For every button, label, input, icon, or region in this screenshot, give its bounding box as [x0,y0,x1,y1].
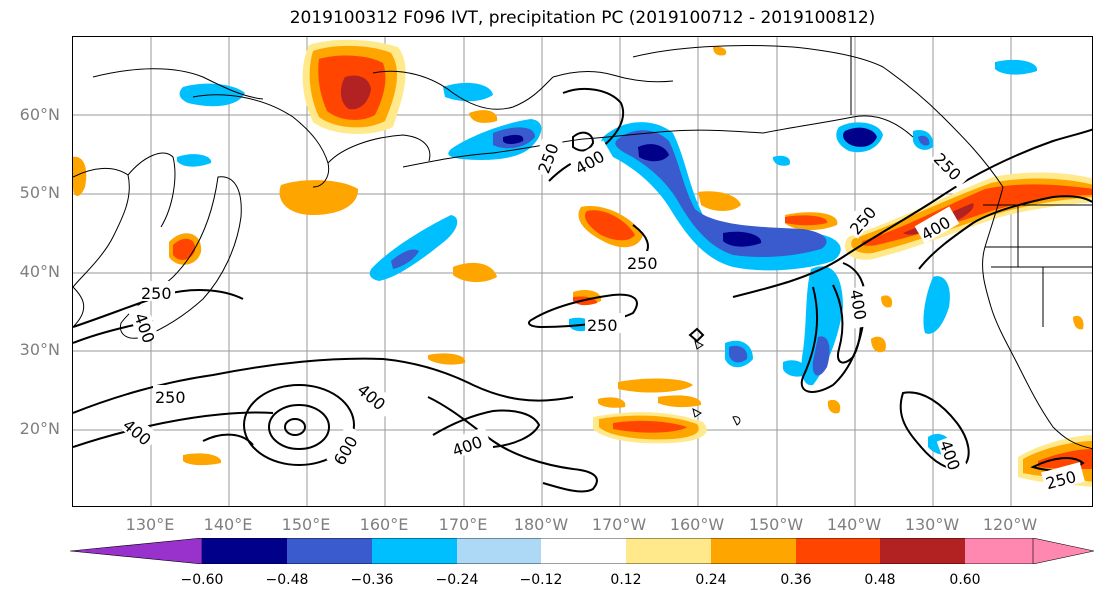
coastlines [73,37,1092,450]
colorbar-segment [202,538,287,564]
colorbar-tick-label: −0.36 [350,572,394,588]
contour-label: 400 [846,288,870,321]
colorbar-tick-label: 0.36 [780,572,812,588]
colorbar-tick-label: −0.24 [435,572,479,588]
colorbar-segment [965,538,1033,564]
precip-negative-regions [177,59,1038,455]
contour-label: 250 [155,388,186,407]
colorbar-segment [796,538,880,564]
colorbar [69,537,1095,565]
colorbar-segment-extend-low [69,537,203,565]
lat-label-20n: 20°N [19,419,60,438]
lat-label-60n: 60°N [19,105,60,124]
lon-label: 150°W [748,515,804,534]
contour-label: 400 [450,432,485,460]
map-panel: 250 400 250 400 400 600 400 250 400 250 … [72,36,1093,507]
map-svg: 250 400 250 400 400 600 400 250 400 250 … [73,37,1092,506]
map-title: 2019100312 F096 IVT, precipitation PC (2… [289,8,876,28]
lon-label: 160°W [669,515,725,534]
lon-label: 120°W [982,515,1038,534]
lon-label: 140°W [826,515,882,534]
colorbar-segment [541,538,626,564]
colorbar-tick-label: −0.48 [265,572,309,588]
precip-positive-regions [73,39,1092,487]
lon-label: 130°W [904,515,960,534]
colorbar-segment [457,538,541,564]
contour-label: 250 [141,284,172,303]
colorbar-segment [880,538,965,564]
lon-label: 170°E [438,515,488,534]
colorbar-tick-label: 0.24 [695,572,727,588]
gridlines [73,37,1092,506]
lon-label: 170°W [591,515,647,534]
colorbar-tick-label: −0.12 [519,572,563,588]
colorbar-tick-label: 0.60 [949,572,981,588]
lat-label-50n: 50°N [19,183,60,202]
lat-label-30n: 30°N [19,340,60,359]
colorbar-segment-extend-high [1032,537,1095,565]
contour-label: 400 [130,311,158,346]
lat-label-40n: 40°N [19,262,60,281]
contour-label: 250 [587,316,618,335]
lon-label: 150°E [281,515,331,534]
lon-label: 160°E [359,515,409,534]
colorbar-segment [372,538,457,564]
colorbar-tick-label: −0.60 [180,572,224,588]
lon-label: 180°W [513,515,569,534]
colorbar-segment [626,538,711,564]
colorbar-tick-label: 0.48 [864,572,896,588]
colorbar-tick-label: 0.12 [610,572,642,588]
contour-label: 250 [627,254,658,273]
lon-label: 140°E [203,515,253,534]
colorbar-svg [69,537,1095,565]
colorbar-segment [711,538,796,564]
lon-label: 130°E [125,515,175,534]
colorbar-segment [287,538,372,564]
contour-label: 400 [936,438,964,473]
